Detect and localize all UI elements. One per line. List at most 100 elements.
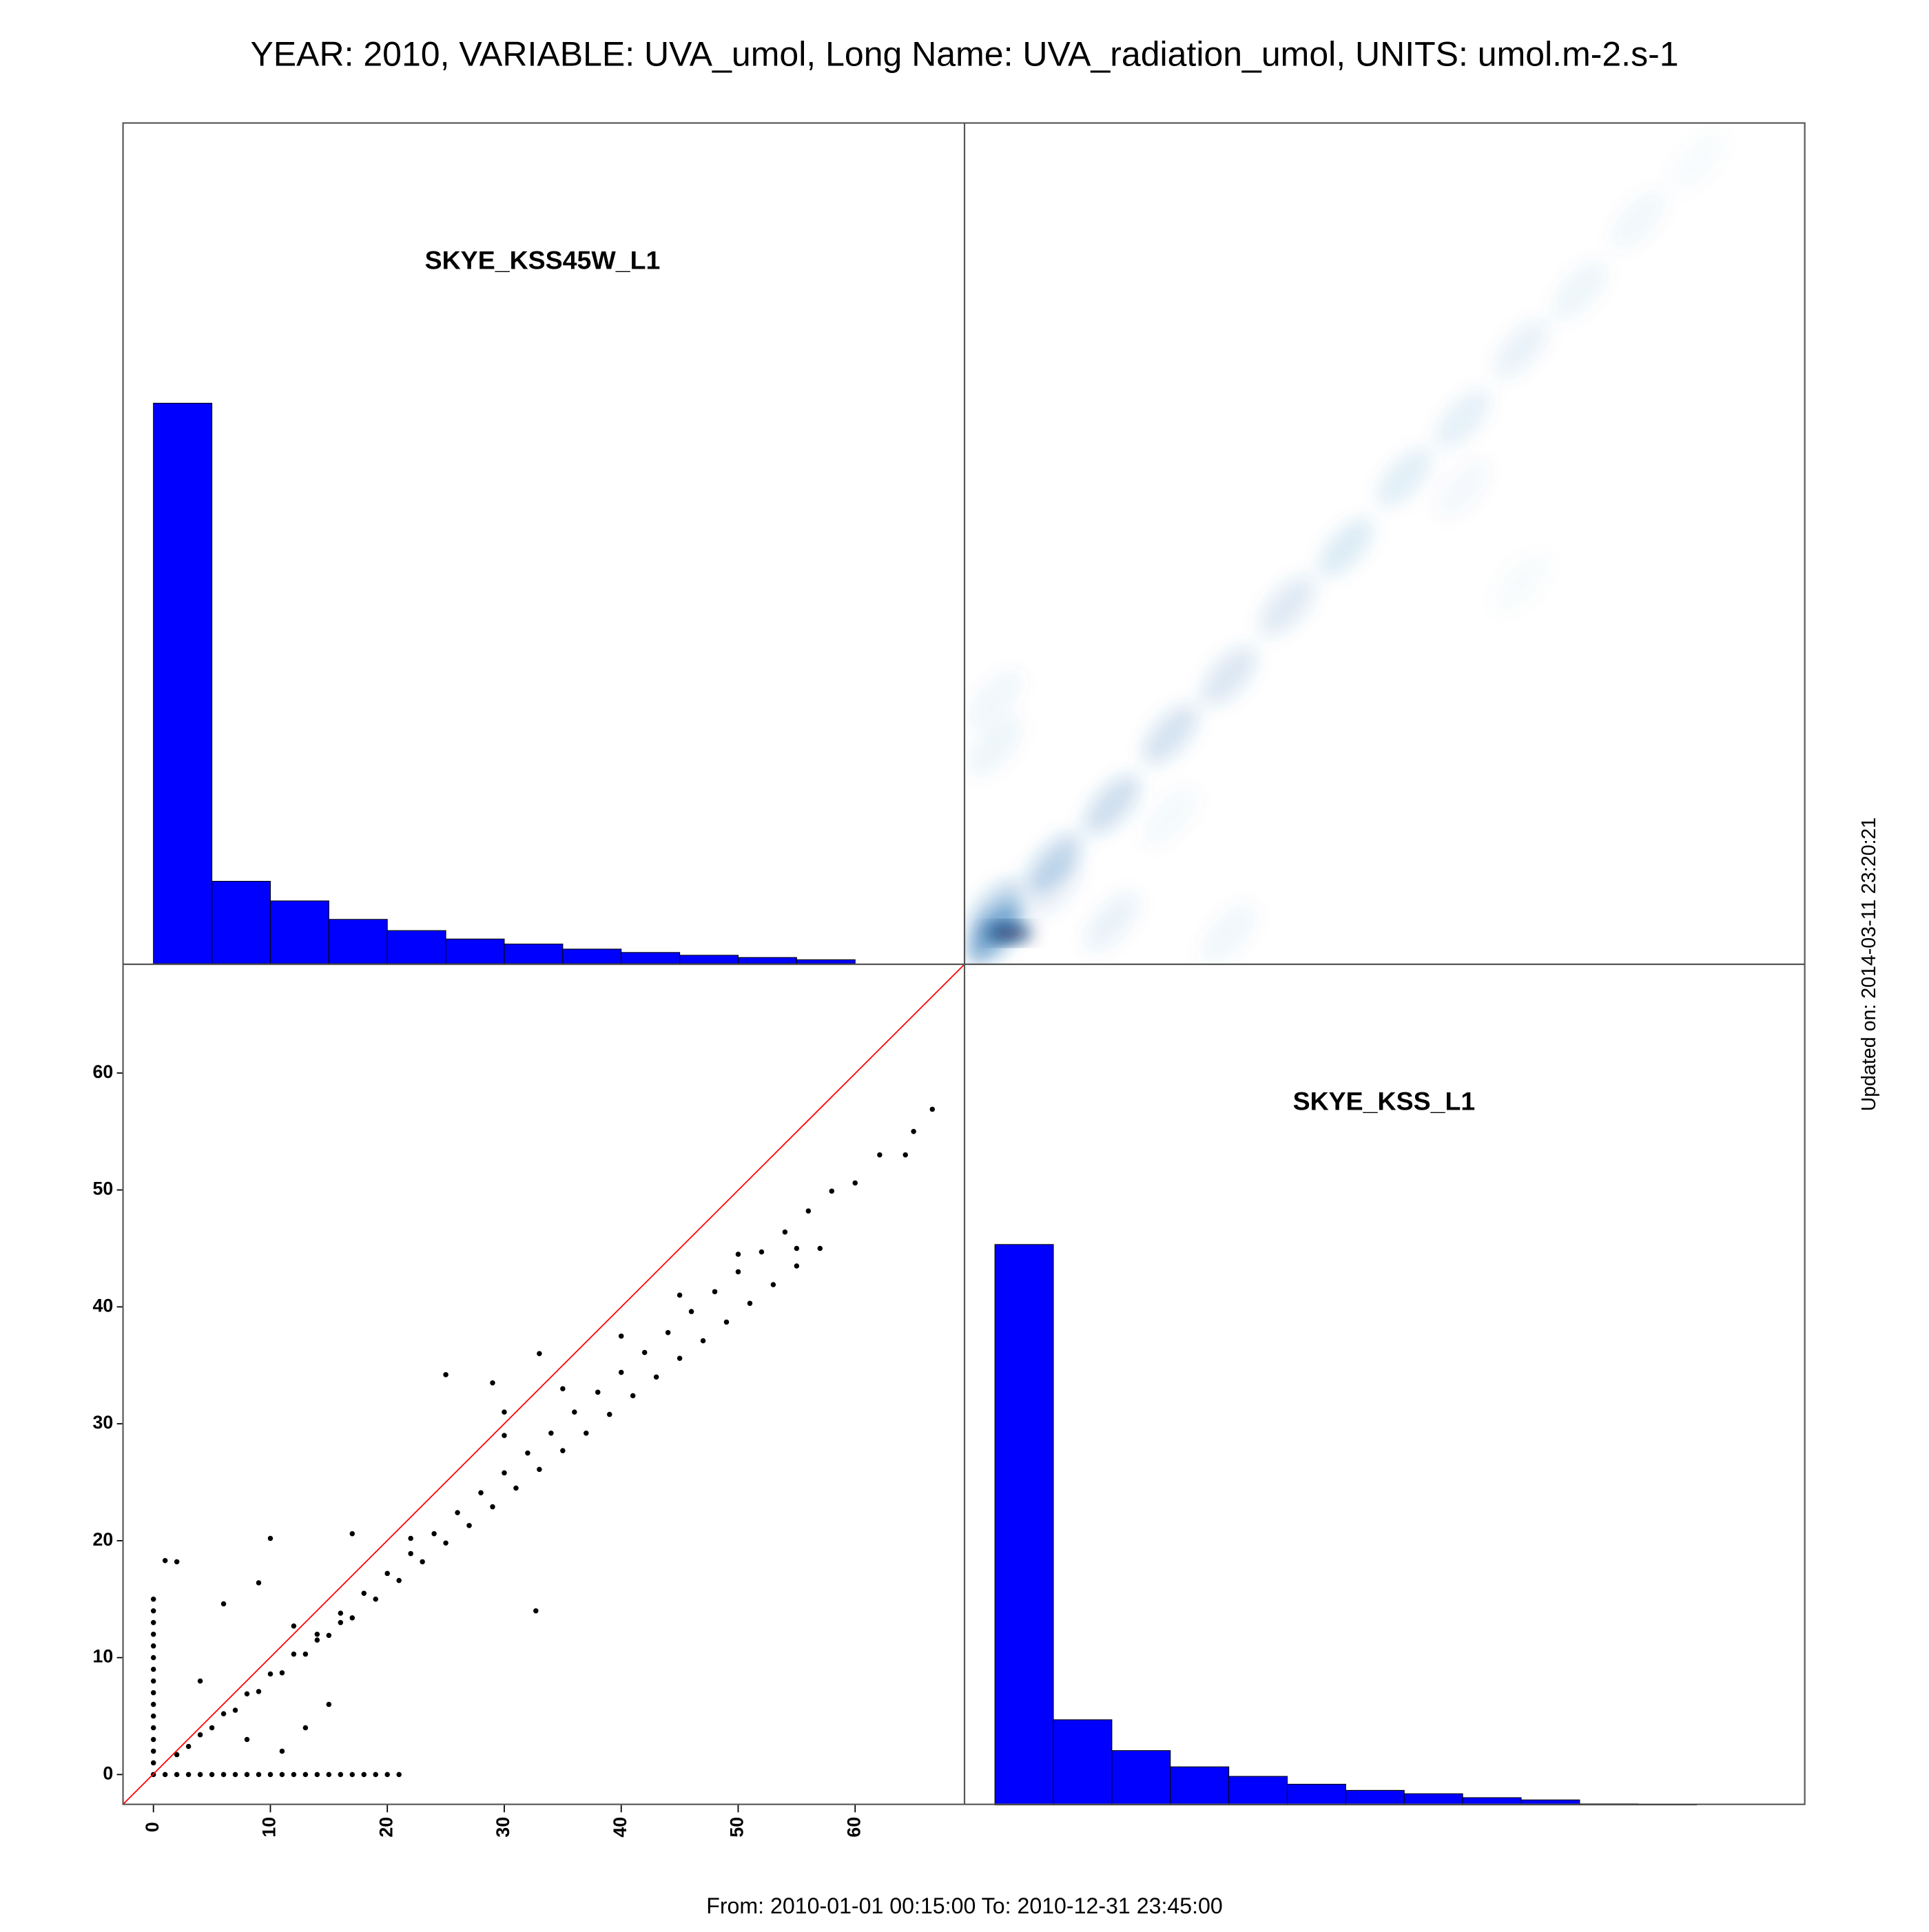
scatter-point: [209, 1772, 215, 1778]
histogram-bar: [994, 1244, 1054, 1806]
scatter-point: [256, 1772, 262, 1778]
scatter-point: [162, 1557, 168, 1564]
scatter-point: [349, 1772, 355, 1778]
scatter-point: [584, 1430, 589, 1436]
scatter-point: [630, 1393, 636, 1399]
y-tick-label: 60: [93, 1061, 114, 1082]
histogram-bar: [153, 402, 213, 964]
x-tick-label: 30: [493, 1817, 513, 1838]
scatter-point: [560, 1386, 566, 1391]
scatter-point: [174, 1752, 180, 1758]
scatter-point: [607, 1411, 612, 1417]
density-cell: [1142, 705, 1199, 765]
scatter-point: [361, 1772, 367, 1778]
histogram-bar: [621, 952, 681, 964]
scatter-point: [537, 1466, 542, 1473]
scatter-point: [244, 1691, 250, 1697]
scatter-point: [267, 1772, 274, 1778]
scatter-point: [794, 1245, 800, 1251]
histogram-bar: [1286, 1783, 1346, 1806]
density-cell: [1318, 517, 1374, 577]
scatter-point: [688, 1309, 694, 1314]
scatter-point: [232, 1707, 238, 1713]
scatter-point: [150, 1619, 156, 1625]
scatter-point: [338, 1772, 344, 1778]
scatter-point: [174, 1559, 180, 1565]
density-cell: [1259, 576, 1315, 636]
scatter-point: [443, 1372, 448, 1378]
scatter-point: [150, 1748, 156, 1754]
scatter-point: [513, 1485, 519, 1491]
scatter-point: [209, 1725, 215, 1731]
scatter-point: [665, 1329, 671, 1336]
scatter-point: [150, 1736, 156, 1743]
scatter-point: [478, 1490, 484, 1496]
scatter-point: [349, 1530, 355, 1537]
density-cell: [1434, 388, 1491, 449]
density-cell: [1425, 450, 1500, 528]
histogram-bar: [1111, 1750, 1171, 1806]
scatter-point: [232, 1772, 238, 1778]
scatter-point: [326, 1632, 332, 1639]
y-tick-label: 0: [103, 1763, 113, 1783]
scatter-point: [533, 1608, 539, 1614]
scatter-point: [595, 1389, 601, 1395]
chart-title: YEAR: 2010, VARIABLE: UVA_umol, Long Nam…: [250, 34, 1678, 73]
density-layer: [967, 190, 1667, 964]
histogram-bar: [386, 930, 446, 964]
panel-label: SKYE_KSS_L1: [1293, 1087, 1476, 1116]
scatter-point: [279, 1670, 285, 1676]
panel-label: SKYE_KSS45W_L1: [425, 245, 661, 274]
scatter-point: [723, 1319, 730, 1325]
scatter-point: [653, 1374, 659, 1380]
scatter-point: [490, 1380, 495, 1386]
histogram-bar: [737, 957, 797, 964]
scatter-point: [150, 1643, 156, 1649]
density-cell: [1201, 903, 1257, 964]
scatter-point: [150, 1666, 156, 1672]
histogram-bar: [796, 959, 856, 964]
scatter-point: [291, 1623, 297, 1629]
scatter-point: [490, 1504, 495, 1510]
density-peak: [987, 926, 1032, 941]
scatter-point: [150, 1608, 156, 1614]
scatter-point: [338, 1610, 344, 1616]
density-cell: [1610, 190, 1667, 250]
density-cell: [1551, 260, 1608, 320]
x-tick-label: 0: [142, 1822, 163, 1832]
updated-note: Updated on: 2014-03-11 23:20:21: [1858, 818, 1880, 1112]
density-blur: [967, 190, 1667, 964]
histogram-bar: [562, 948, 622, 964]
scatter-point: [677, 1292, 683, 1298]
scatter-point: [197, 1678, 203, 1684]
histogram-bar: [1170, 1766, 1230, 1806]
x-tick-label: 50: [727, 1817, 747, 1838]
scatter-point: [770, 1282, 776, 1287]
histogram-bar: [1403, 1793, 1463, 1806]
scatter-point: [326, 1772, 332, 1778]
density-cell: [1142, 787, 1199, 846]
scatter-point: [700, 1338, 706, 1344]
scatter-point: [747, 1300, 753, 1307]
density-cell: [967, 716, 1023, 776]
scatter-point: [712, 1289, 718, 1295]
scatter-point: [162, 1772, 168, 1778]
histogram-bar: [504, 944, 564, 964]
scatter-point: [396, 1577, 402, 1583]
scatter-point: [150, 1631, 156, 1637]
y-tick-label: 50: [93, 1178, 114, 1199]
density-cell: [1201, 646, 1257, 706]
scatter-point: [384, 1772, 390, 1778]
scatter-point: [911, 1128, 916, 1134]
scatter-point: [525, 1450, 530, 1456]
scatter-point: [150, 1597, 156, 1602]
scatter-point: [185, 1743, 192, 1749]
scatter-point: [817, 1245, 823, 1251]
scatter-point: [396, 1772, 402, 1778]
scatter-point: [279, 1772, 285, 1778]
panels: SKYE_KSS45W_L1 0 10 20 30 40 50 60 0 10 20 30 40 50 60…: [93, 190, 1698, 1838]
scatter-point: [618, 1333, 624, 1339]
scatter-point: [338, 1619, 344, 1625]
